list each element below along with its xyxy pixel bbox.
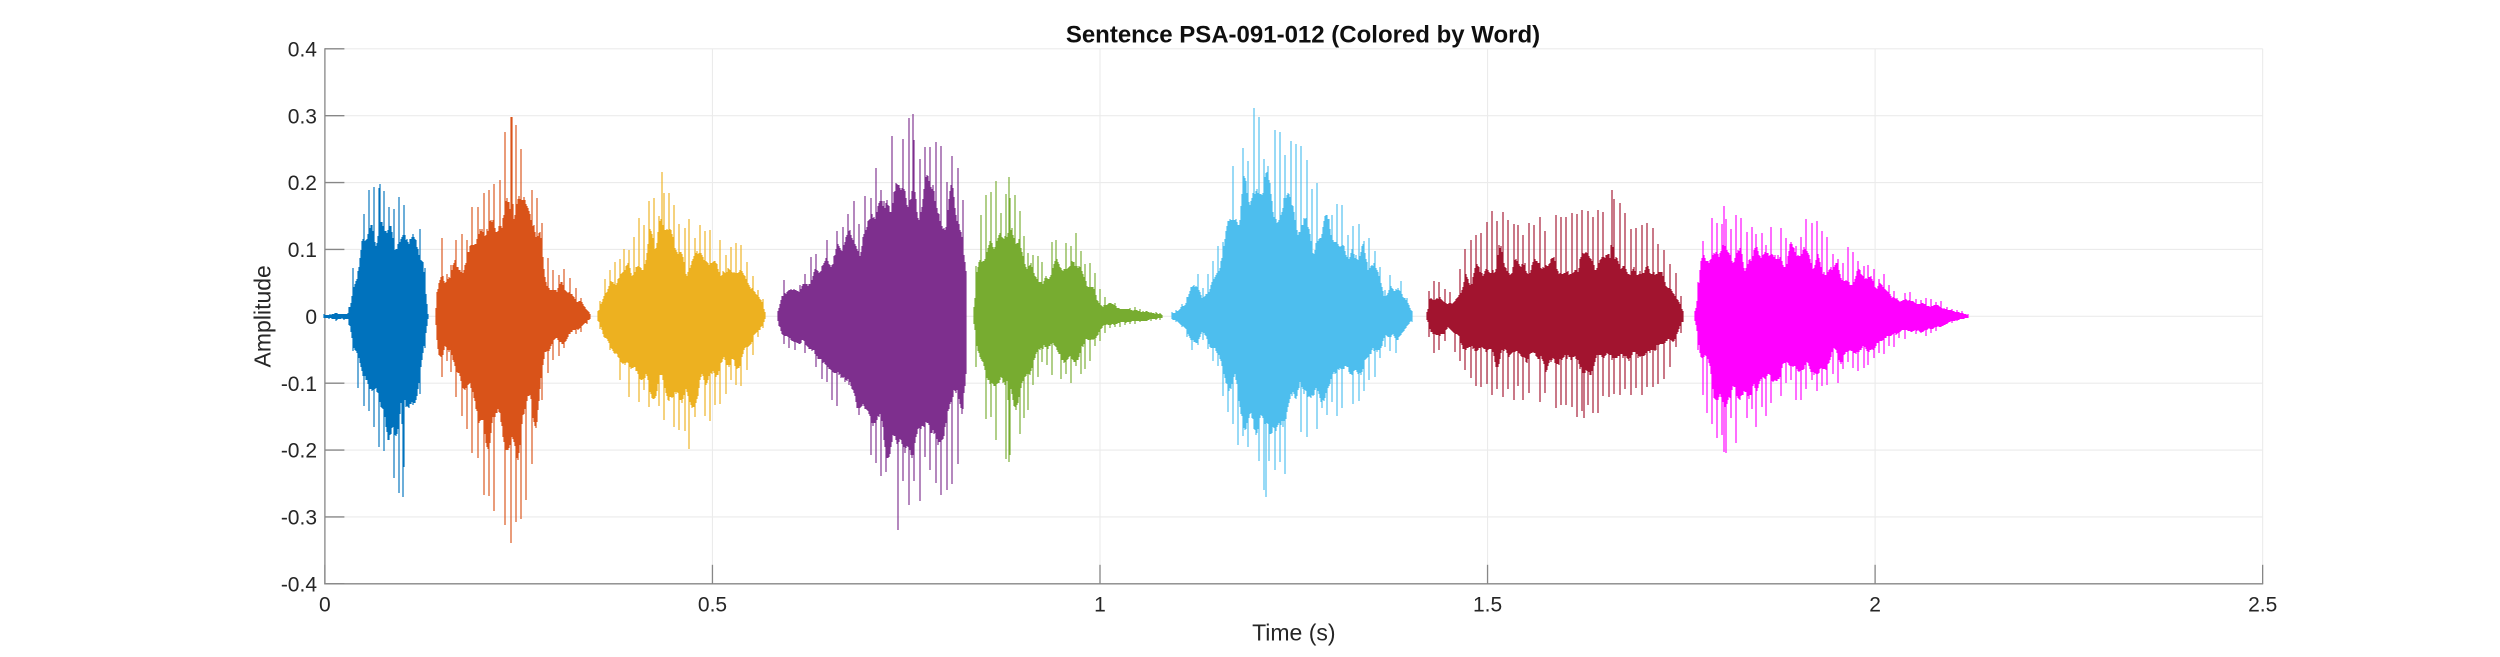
svg-text:Sentence PSA-091-012 (Colored: Sentence PSA-091-012 (Colored by Word) (1066, 22, 1540, 49)
svg-text:-0.4: -0.4 (281, 573, 318, 596)
svg-text:0: 0 (319, 594, 331, 617)
svg-text:-0.3: -0.3 (281, 507, 317, 530)
svg-text:Amplitude: Amplitude (250, 265, 276, 367)
svg-text:2: 2 (1869, 594, 1881, 617)
svg-text:-0.1: -0.1 (281, 373, 317, 396)
svg-text:0.5: 0.5 (698, 594, 727, 617)
svg-text:0.1: 0.1 (288, 239, 317, 262)
svg-text:Time (s): Time (s) (1252, 620, 1335, 646)
svg-text:0: 0 (305, 306, 317, 329)
svg-text:0.3: 0.3 (288, 105, 317, 128)
svg-text:0.4: 0.4 (288, 38, 318, 61)
svg-text:0.2: 0.2 (288, 172, 317, 195)
svg-text:1.5: 1.5 (1473, 594, 1502, 617)
svg-text:2.5: 2.5 (2248, 594, 2277, 617)
svg-text:-0.2: -0.2 (281, 440, 317, 463)
svg-text:1: 1 (1094, 594, 1106, 617)
